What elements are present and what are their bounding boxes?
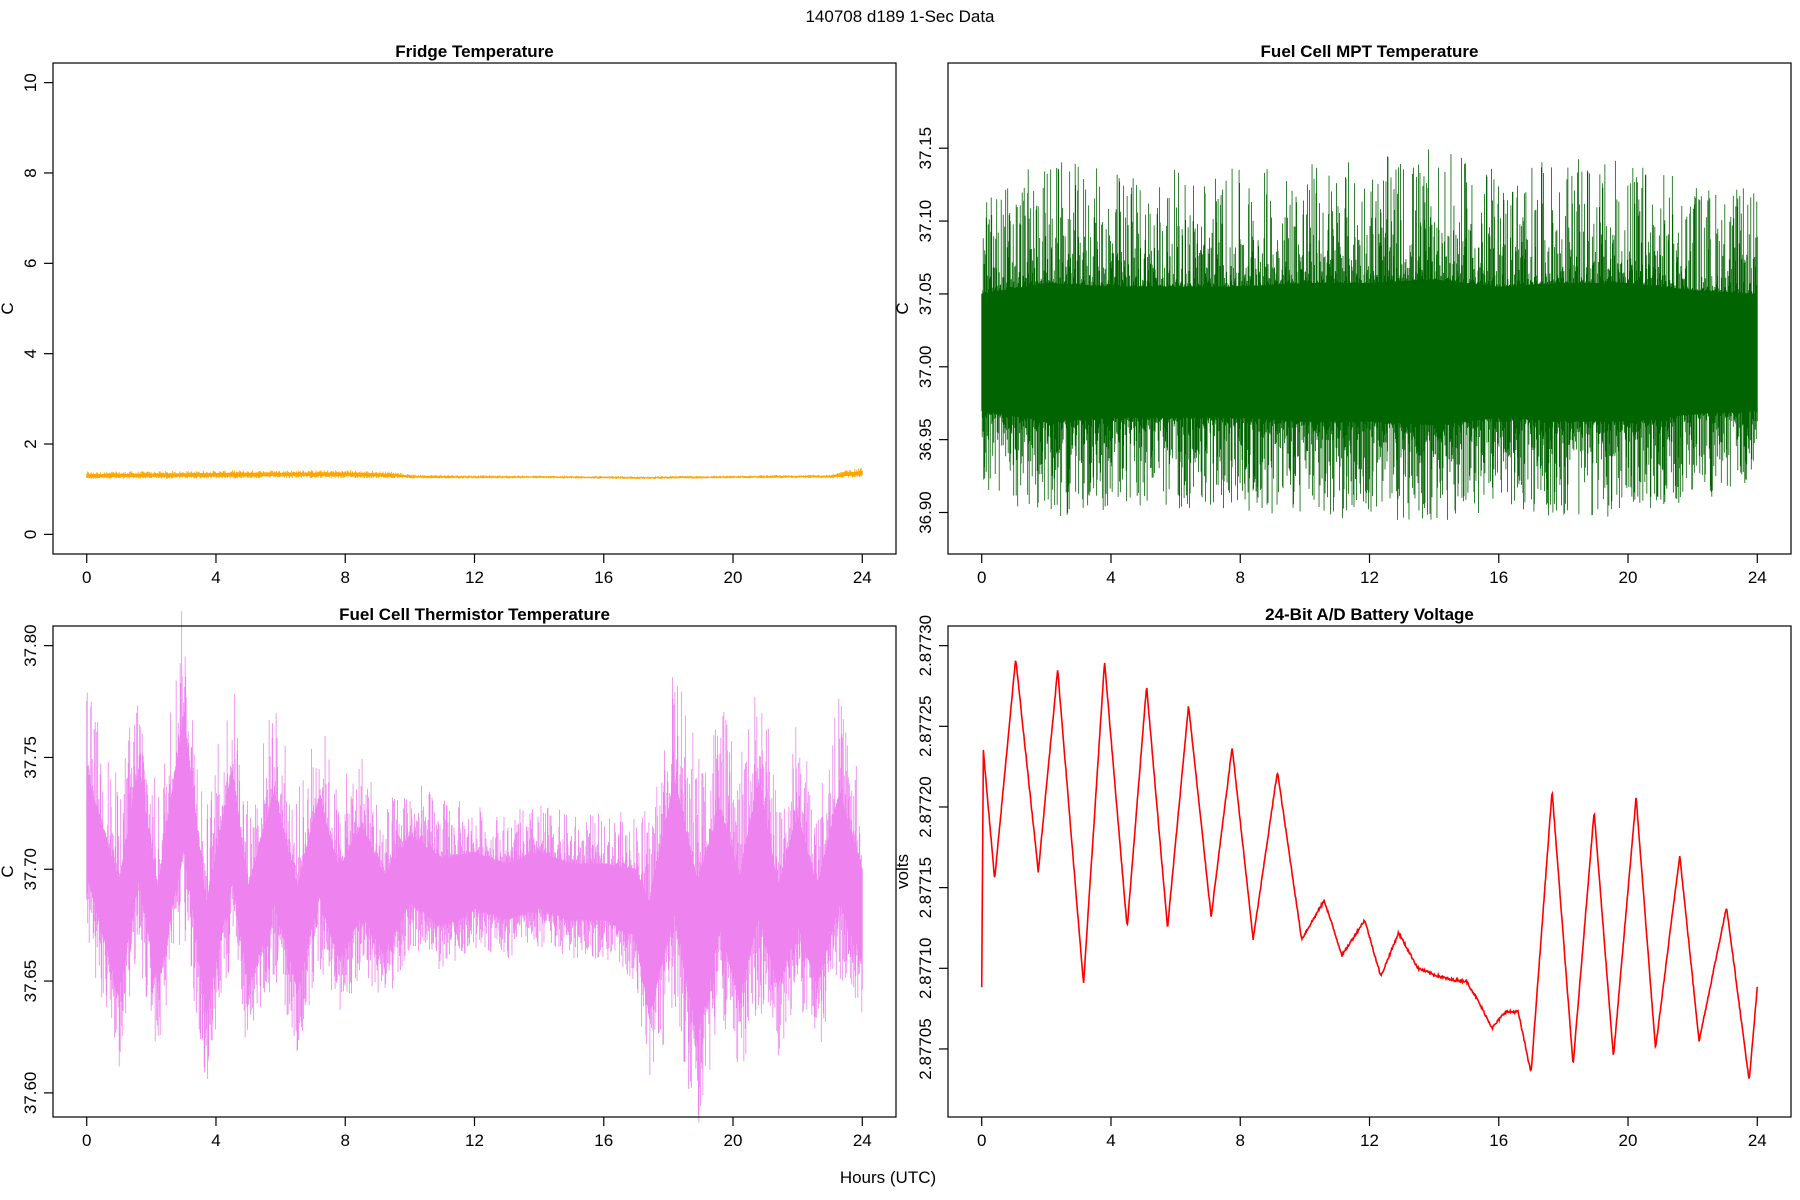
- series-line-battery: [980, 660, 1759, 1079]
- y-tick-label-battery-3: 2.87720: [916, 776, 935, 837]
- series-thermistor: [86, 611, 863, 1123]
- x-tick-label-mpt-4: 4: [1106, 568, 1115, 587]
- y-axis-label-fridge: C: [0, 302, 17, 314]
- x-tick-label-fridge-24: 24: [853, 568, 872, 587]
- y-tick-label-thermistor-3: 37.75: [21, 736, 40, 779]
- series-band-fridge: [86, 468, 863, 480]
- y-tick-label-fridge-5: 10: [21, 73, 40, 92]
- x-tick-label-battery-24: 24: [1748, 1131, 1767, 1150]
- x-tick-label-thermistor-4: 4: [211, 1131, 220, 1150]
- x-tick-label-thermistor-8: 8: [341, 1131, 350, 1150]
- x-tick-label-mpt-24: 24: [1748, 568, 1767, 587]
- x-tick-label-battery-0: 0: [977, 1131, 986, 1150]
- x-tick-label-fridge-16: 16: [594, 568, 613, 587]
- y-tick-label-thermistor-4: 37.80: [21, 624, 40, 667]
- chart-title-thermistor: Fuel Cell Thermistor Temperature: [339, 605, 610, 624]
- y-tick-label-fridge-2: 4: [21, 349, 40, 358]
- y-tick-label-fridge-1: 2: [21, 439, 40, 448]
- y-tick-label-mpt-2: 37.00: [916, 346, 935, 389]
- y-tick-label-mpt-4: 37.10: [916, 200, 935, 243]
- panel-battery-voltage: 24-Bit A/D Battery Voltage volts 0 4 8 12 16 20…: [893, 605, 1792, 1150]
- x-tick-label-thermistor-24: 24: [853, 1131, 872, 1150]
- series-band-mpt: [981, 149, 1758, 520]
- series-mpt: [981, 149, 1758, 520]
- series-battery: [980, 660, 1759, 1079]
- x-tick-label-fridge-12: 12: [465, 568, 484, 587]
- x-tick-label-battery-4: 4: [1106, 1131, 1115, 1150]
- series-fridge: [86, 468, 863, 480]
- y-tick-label-mpt-3: 37.05: [916, 273, 935, 316]
- y-tick-label-battery-5: 2.87730: [916, 615, 935, 676]
- panel-fuel-cell-thermistor-temperature: Fuel Cell Thermistor Temperature C 0 4 8 12 16…: [0, 605, 897, 1150]
- figure-suptitle: 140708 d189 1-Sec Data: [805, 7, 995, 26]
- y-tick-label-battery-0: 2.87705: [916, 1018, 935, 1079]
- y-tick-label-mpt-0: 36.90: [916, 491, 935, 534]
- y-axis-label-battery: volts: [893, 854, 912, 889]
- panel-fridge-temperature: Fridge TemperatureC048121620240246810: [0, 42, 897, 587]
- x-tick-label-thermistor-0: 0: [82, 1131, 91, 1150]
- y-tick-label-thermistor-2: 37.70: [21, 848, 40, 891]
- chart-title-mpt: Fuel Cell MPT Temperature: [1261, 42, 1479, 61]
- x-tick-label-thermistor-16: 16: [594, 1131, 613, 1150]
- y-tick-label-fridge-3: 6: [21, 259, 40, 268]
- x-tick-label-battery-8: 8: [1236, 1131, 1245, 1150]
- y-tick-label-battery-4: 2.87725: [916, 696, 935, 757]
- series-band-thermistor: [86, 611, 863, 1123]
- shared-x-axis-label: Hours (UTC): [840, 1168, 936, 1187]
- x-tick-label-thermistor-12: 12: [465, 1131, 484, 1150]
- x-tick-label-mpt-20: 20: [1619, 568, 1638, 587]
- y-axis-label-thermistor: C: [0, 865, 17, 877]
- x-tick-label-mpt-8: 8: [1236, 568, 1245, 587]
- y-tick-label-battery-2: 2.87715: [916, 857, 935, 918]
- x-tick-label-fridge-0: 0: [82, 568, 91, 587]
- y-tick-label-thermistor-0: 37.60: [21, 1072, 40, 1115]
- x-tick-label-fridge-4: 4: [211, 568, 220, 587]
- y-tick-label-mpt-5: 37.15: [916, 127, 935, 170]
- x-tick-label-battery-16: 16: [1489, 1131, 1508, 1150]
- y-tick-label-thermistor-1: 37.65: [21, 960, 40, 1003]
- x-tick-label-fridge-8: 8: [341, 568, 350, 587]
- x-tick-label-mpt-0: 0: [977, 568, 986, 587]
- x-tick-label-fridge-20: 20: [724, 568, 743, 587]
- y-tick-label-fridge-0: 0: [21, 530, 40, 539]
- x-tick-label-mpt-12: 12: [1360, 568, 1379, 587]
- y-tick-label-battery-1: 2.87710: [916, 938, 935, 999]
- panel-fuel-cell-mpt-temperature: Fuel Cell MPT Temperature C 0 4 8 12 16 20 24 36.…: [893, 42, 1792, 587]
- y-tick-label-mpt-1: 36.95: [916, 418, 935, 461]
- x-tick-label-battery-20: 20: [1619, 1131, 1638, 1150]
- x-tick-label-thermistor-20: 20: [724, 1131, 743, 1150]
- chart-title-fridge: Fridge Temperature: [395, 42, 553, 61]
- y-axis-label-mpt: C: [893, 302, 912, 314]
- y-tick-label-fridge-4: 8: [21, 168, 40, 177]
- chart-title-battery: 24-Bit A/D Battery Voltage: [1265, 605, 1474, 624]
- x-tick-label-battery-12: 12: [1360, 1131, 1379, 1150]
- x-tick-label-mpt-16: 16: [1489, 568, 1508, 587]
